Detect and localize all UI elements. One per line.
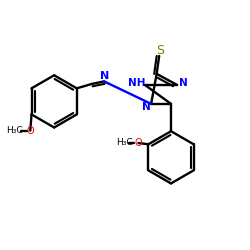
Text: H₃C: H₃C: [6, 126, 23, 135]
Text: N: N: [142, 102, 150, 112]
Text: O: O: [135, 138, 142, 148]
Text: O: O: [27, 126, 34, 136]
Text: NH: NH: [128, 78, 146, 88]
Text: N: N: [179, 78, 188, 88]
Text: S: S: [156, 44, 164, 57]
Text: N: N: [100, 71, 109, 81]
Text: H₃C: H₃C: [116, 138, 132, 147]
